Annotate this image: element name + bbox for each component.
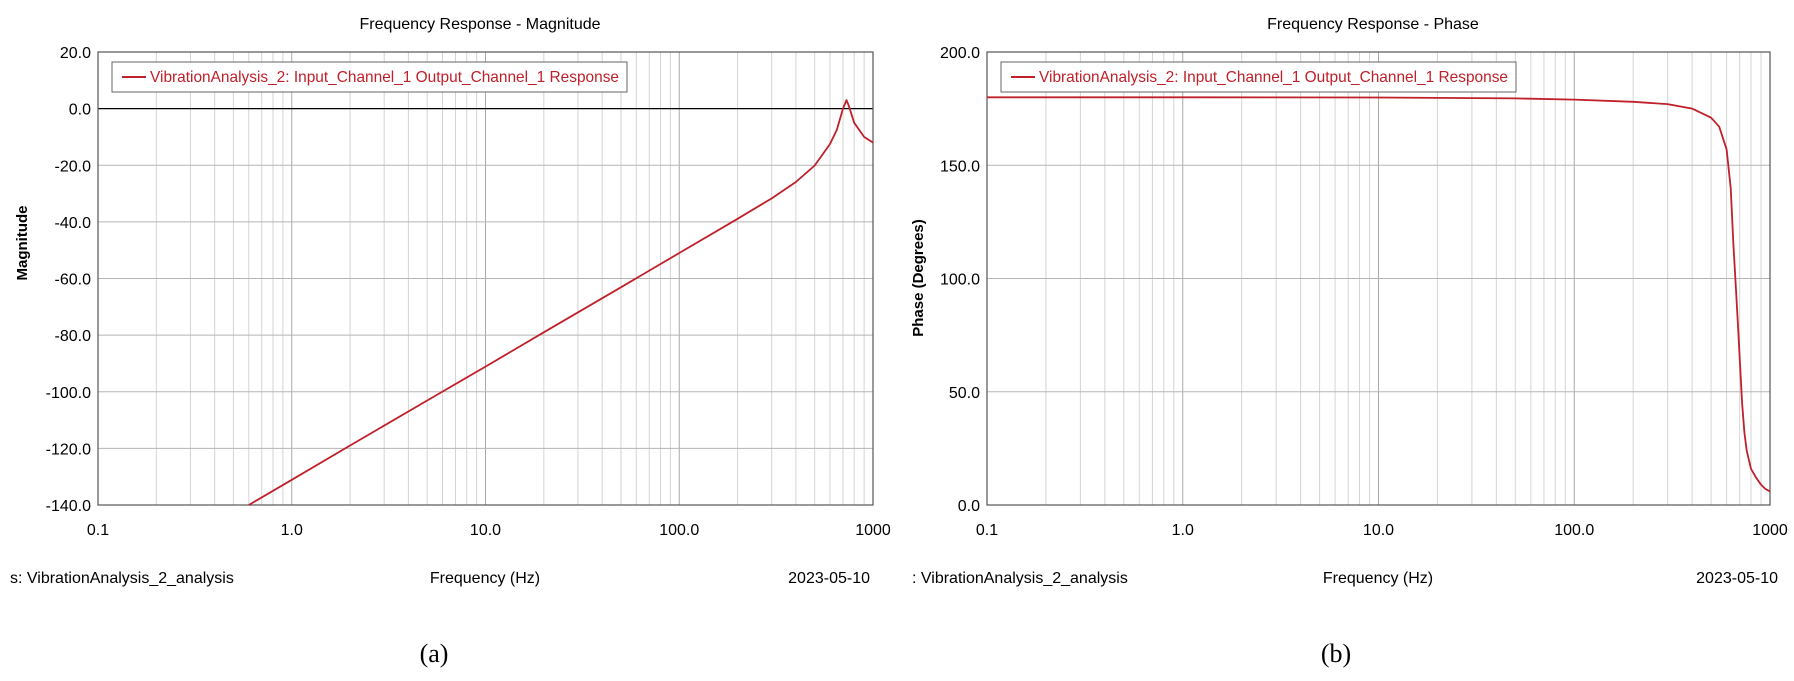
magnitude-x-tick-label: 1000 — [855, 522, 891, 539]
phase-footer-left: : VibrationAnalysis_2_analysis — [912, 570, 1128, 587]
magnitude-y-axis-label: Magnitude — [14, 206, 31, 281]
magnitude-x-tick-label: 100.0 — [659, 522, 699, 539]
magnitude-y-tick-label: -80.0 — [55, 328, 92, 345]
magnitude-legend-box — [111, 61, 628, 93]
phase-x-axis-label: Frequency (Hz) — [1323, 570, 1433, 587]
phase-legend-box — [1000, 61, 1517, 93]
caption-b: (b) — [1321, 639, 1351, 668]
magnitude-y-tick-label: 20.0 — [60, 45, 91, 62]
phase-plot-area: 0.1 1.0 10.0 100.0 1000 200.0 150.0 100.0 50.0 0.… — [940, 45, 1788, 539]
magnitude-x-axis-label: Frequency (Hz) — [430, 570, 540, 587]
phase-x-tick-label: 1000 — [1752, 522, 1788, 539]
phase-y-axis-label: Phase (Degrees) — [910, 219, 927, 337]
magnitude-y-tick-label: -100.0 — [46, 385, 91, 402]
phase-x-tick-label: 0.1 — [976, 522, 998, 539]
magnitude-panel: Frequency Response - Magnitude 0.1 1.0 10.… — [10, 16, 891, 668]
phase-plot-frame — [986, 51, 1771, 506]
magnitude-footer-date: 2023-05-10 — [788, 570, 870, 587]
phase-x-tick-label: 10.0 — [1363, 522, 1394, 539]
magnitude-chart-title: Frequency Response - Magnitude — [359, 16, 600, 33]
phase-y-tick-label: 100.0 — [940, 272, 980, 289]
magnitude-x-tick-label: 1.0 — [281, 522, 303, 539]
magnitude-y-tick-label: -20.0 — [55, 158, 92, 175]
magnitude-y-tick-label: -60.0 — [55, 272, 92, 289]
phase-y-tick-label: 50.0 — [949, 385, 980, 402]
magnitude-x-tick-label: 10.0 — [470, 522, 501, 539]
phase-x-tick-label: 100.0 — [1554, 522, 1594, 539]
magnitude-legend-label: VibrationAnalysis_2: Input_Channel_1 Out… — [150, 69, 619, 86]
magnitude-response-line — [248, 99, 874, 506]
phase-y-tick-label: 150.0 — [940, 158, 980, 175]
magnitude-y-tick-label: -120.0 — [46, 441, 91, 458]
magnitude-plot-area: 0.1 1.0 10.0 100.0 1000 20.0 0.0 -20.0 -40.0 -60.… — [46, 45, 891, 539]
phase-y-tick-label: 0.0 — [958, 498, 980, 515]
phase-panel: Frequency Response - Phase 0.1 1.0 10.0 100… — [910, 16, 1788, 668]
phase-chart-title: Frequency Response - Phase — [1267, 16, 1479, 33]
phase-response-line — [987, 96, 1771, 493]
phase-footer-date: 2023-05-10 — [1696, 570, 1778, 587]
phase-x-tick-label: 1.0 — [1172, 522, 1194, 539]
caption-a: (a) — [420, 639, 449, 668]
phase-legend-label: VibrationAnalysis_2: Input_Channel_1 Out… — [1039, 69, 1508, 86]
magnitude-footer-left: s: VibrationAnalysis_2_analysis — [10, 570, 234, 587]
magnitude-plot-frame — [97, 51, 874, 506]
magnitude-x-tick-label: 0.1 — [87, 522, 109, 539]
phase-y-tick-label: 200.0 — [940, 45, 980, 62]
magnitude-y-tick-label: 0.0 — [69, 102, 91, 119]
magnitude-y-tick-label: -40.0 — [55, 215, 92, 232]
magnitude-y-tick-label: -140.0 — [46, 498, 91, 515]
